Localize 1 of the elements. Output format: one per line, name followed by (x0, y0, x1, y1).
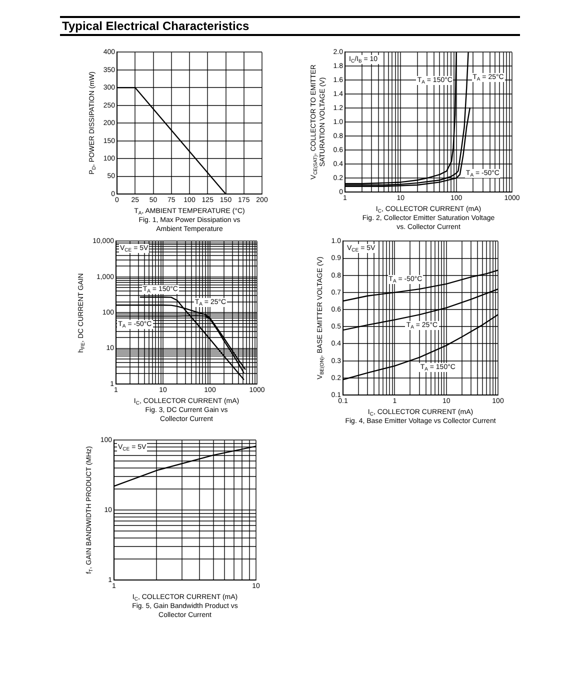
chart-title: Typical Electrical Characteristics (60, 16, 520, 36)
